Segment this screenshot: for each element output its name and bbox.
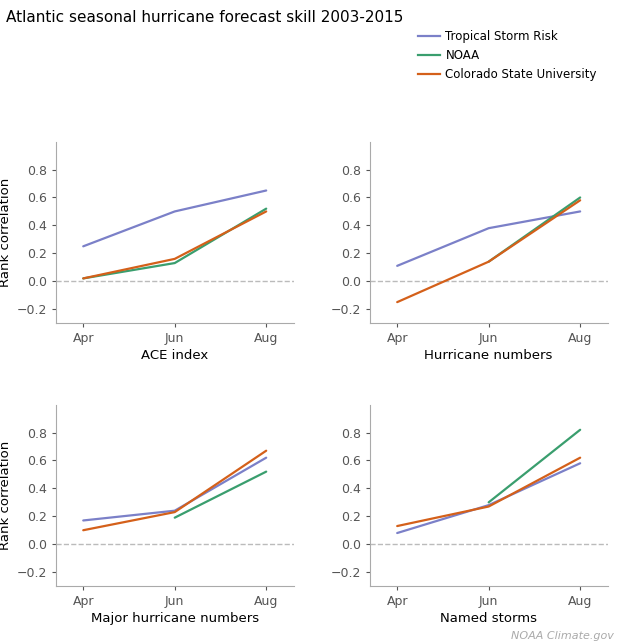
X-axis label: Hurricane numbers: Hurricane numbers [425,349,553,362]
X-axis label: ACE index: ACE index [141,349,208,362]
Text: Atlantic seasonal hurricane forecast skill 2003-2015: Atlantic seasonal hurricane forecast ski… [6,10,404,24]
Text: NOAA Climate.gov: NOAA Climate.gov [511,630,614,641]
Legend: Tropical Storm Risk, NOAA, Colorado State University: Tropical Storm Risk, NOAA, Colorado Stat… [414,25,601,86]
Y-axis label: Rank correlation: Rank correlation [0,440,12,550]
Y-axis label: Rank correlation: Rank correlation [0,178,12,287]
X-axis label: Named storms: Named storms [440,612,537,625]
X-axis label: Major hurricane numbers: Major hurricane numbers [91,612,259,625]
